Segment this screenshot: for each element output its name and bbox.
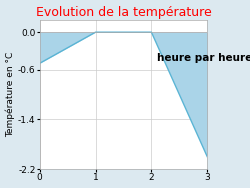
- Y-axis label: Température en °C: Température en °C: [6, 52, 15, 137]
- Text: heure par heure: heure par heure: [157, 53, 250, 63]
- Title: Evolution de la température: Evolution de la température: [36, 6, 211, 19]
